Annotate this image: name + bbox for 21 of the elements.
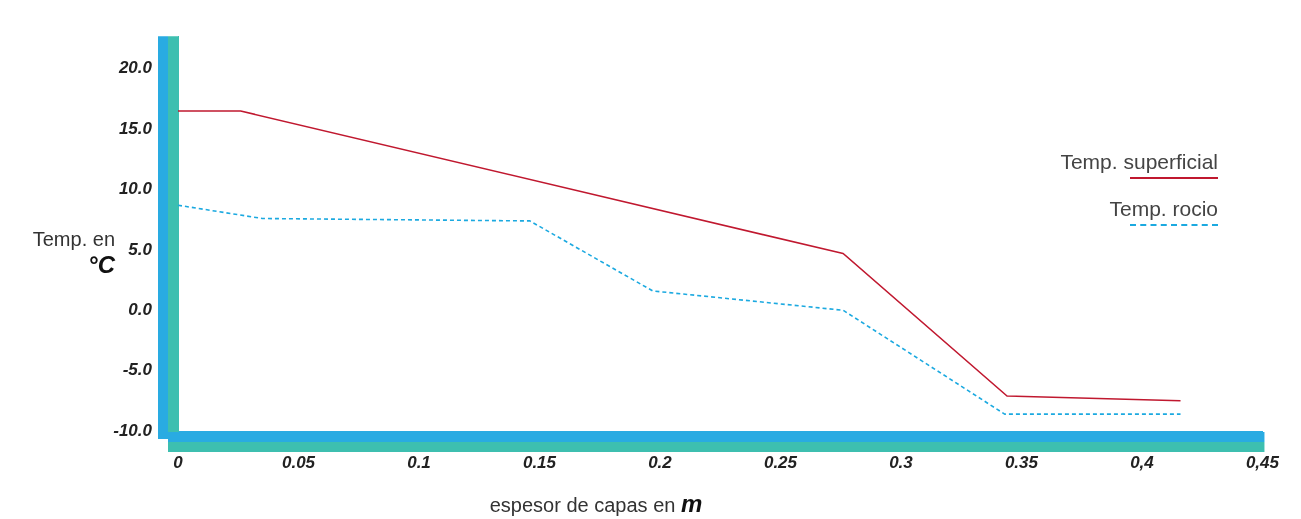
x-tick-label: 0.2 <box>648 452 673 472</box>
x-tick-label: 0.15 <box>522 452 557 472</box>
x-tick-label: 0.35 <box>1004 452 1039 472</box>
text: Temp. superficial <box>1060 150 1218 174</box>
y-tick-label: 20.0 <box>117 58 153 78</box>
y-tick-label: -10.0 <box>113 420 153 440</box>
x-tick-label: 0,45 <box>1245 452 1280 472</box>
y-tick-label: 15.0 <box>118 118 153 138</box>
text: Temp. rocio <box>1108 197 1218 221</box>
y-tick-label: -5.0 <box>122 360 153 380</box>
x-tick-label: 0.25 <box>763 452 798 472</box>
y-tick-label: 5.0 <box>128 239 153 259</box>
x-axis-title: espesor de capas en m <box>488 490 704 518</box>
x-tick-label: 0,4 <box>1130 452 1155 472</box>
y-tick-label: 0.0 <box>128 299 153 319</box>
x-tick-label: 0.1 <box>407 452 431 472</box>
x-tick-label: 0 <box>173 452 184 472</box>
y-tick-label: 10.0 <box>118 179 153 199</box>
x-tick-label: 0.3 <box>889 452 914 472</box>
y-axis-title: Temp. en °C <box>31 228 115 279</box>
x-tick-label: 0.05 <box>281 452 316 472</box>
